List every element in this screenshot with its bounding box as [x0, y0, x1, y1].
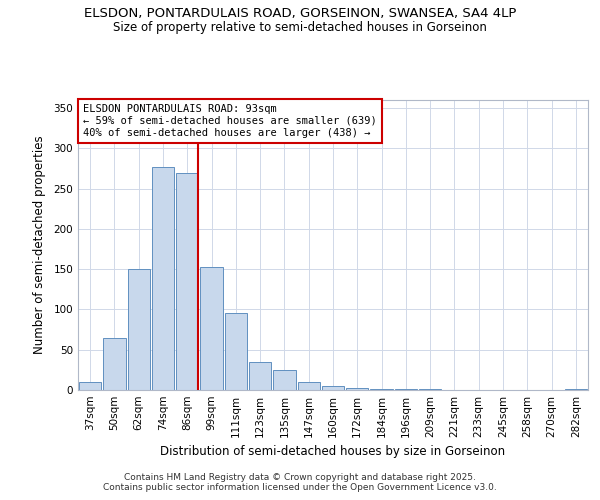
Text: Size of property relative to semi-detached houses in Gorseinon: Size of property relative to semi-detach… [113, 21, 487, 34]
Bar [128, 269, 150, 390]
Bar [370, 389, 393, 390]
Bar [298, 382, 320, 390]
Bar [565, 389, 587, 390]
X-axis label: Distribution of semi-detached houses by size in Gorseinon: Distribution of semi-detached houses by … [160, 446, 506, 458]
Bar [273, 370, 296, 390]
Bar [395, 389, 417, 390]
Text: Contains HM Land Registry data © Crown copyright and database right 2025.
Contai: Contains HM Land Registry data © Crown c… [103, 473, 497, 492]
Bar [176, 172, 199, 390]
Bar [224, 314, 247, 390]
Bar [103, 338, 125, 390]
Bar [249, 362, 271, 390]
Y-axis label: Number of semi-detached properties: Number of semi-detached properties [34, 136, 46, 354]
Bar [152, 167, 174, 390]
Text: ELSDON, PONTARDULAIS ROAD, GORSEINON, SWANSEA, SA4 4LP: ELSDON, PONTARDULAIS ROAD, GORSEINON, SW… [84, 8, 516, 20]
Bar [79, 382, 101, 390]
Bar [200, 267, 223, 390]
Bar [322, 386, 344, 390]
Text: ELSDON PONTARDULAIS ROAD: 93sqm
← 59% of semi-detached houses are smaller (639)
: ELSDON PONTARDULAIS ROAD: 93sqm ← 59% of… [83, 104, 377, 138]
Bar [419, 389, 442, 390]
Bar [346, 388, 368, 390]
